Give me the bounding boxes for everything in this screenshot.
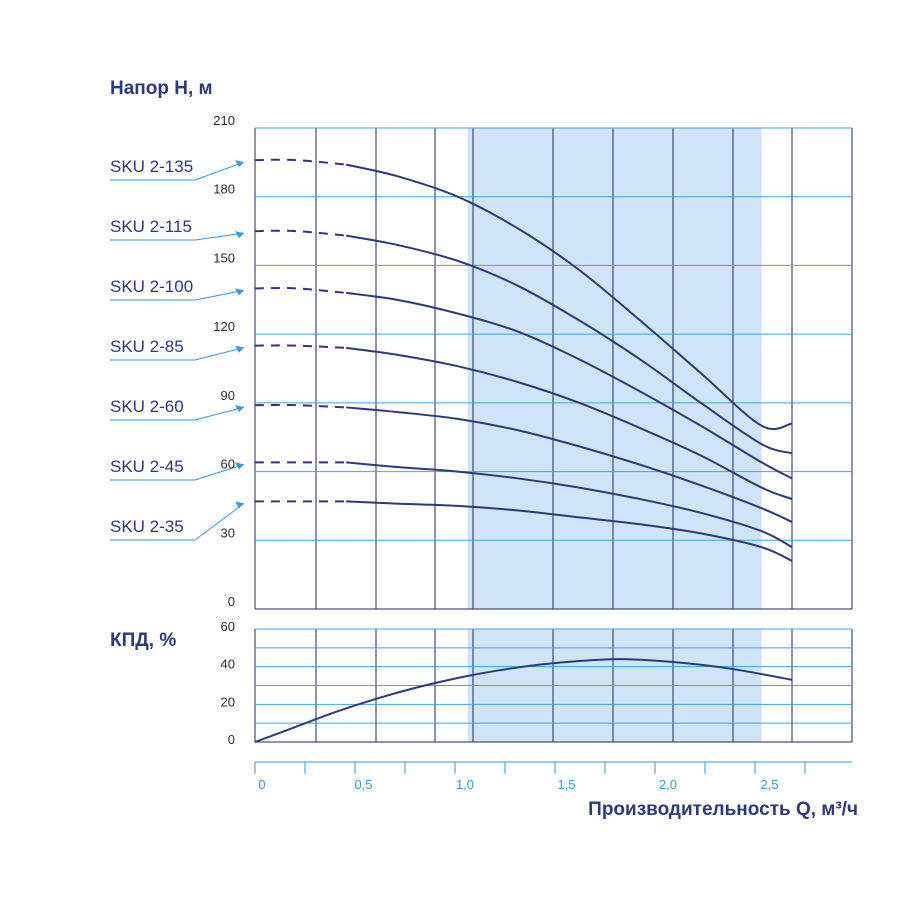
series-pointer-line bbox=[194, 161, 245, 181]
head-curve bbox=[346, 406, 793, 523]
x-tick-label: 0,5 bbox=[354, 777, 372, 792]
head-curve bbox=[346, 346, 793, 500]
head-curve-dashed bbox=[254, 229, 347, 237]
upper-y-tick-label: 120 bbox=[213, 319, 235, 334]
head-curve bbox=[346, 234, 793, 455]
arrow-head-icon bbox=[235, 462, 244, 470]
upper-y-tick-label: 210 bbox=[213, 113, 235, 128]
lower-y-tick-label: 20 bbox=[221, 694, 235, 709]
head-curve-dashed bbox=[254, 286, 347, 294]
arrow-head-icon bbox=[235, 501, 244, 509]
upper-y-tick-label: 90 bbox=[221, 388, 235, 403]
upper-y-tick-label: 180 bbox=[213, 182, 235, 197]
series-pointer-line bbox=[194, 463, 245, 481]
arrow-head-icon bbox=[235, 405, 244, 413]
series-pointer-line bbox=[194, 289, 245, 301]
arrow-head-icon bbox=[235, 345, 244, 353]
series-pointer-line bbox=[194, 502, 245, 541]
head-curve bbox=[346, 500, 793, 562]
series-pointer-line bbox=[194, 406, 245, 421]
series-label: SKU 2-100 bbox=[110, 277, 193, 296]
x-tick-label: 2,0 bbox=[659, 777, 677, 792]
efficiency-curve bbox=[254, 658, 793, 743]
x-tick-label: 1,5 bbox=[557, 777, 575, 792]
series-label: SKU 2-35 bbox=[110, 517, 184, 536]
series-pointer-line bbox=[194, 347, 245, 361]
upper-highlight-band bbox=[467, 128, 762, 609]
series-pointer-line bbox=[194, 232, 245, 241]
arrow-head-icon bbox=[235, 160, 244, 168]
x-tick-label: 2,5 bbox=[760, 777, 778, 792]
series-label: SKU 2-115 bbox=[110, 217, 192, 236]
head-curve bbox=[345, 163, 793, 430]
upper-y-tick-label: 0 bbox=[228, 594, 235, 609]
arrow-head-icon bbox=[235, 288, 244, 296]
series-label: SKU 2-135 bbox=[110, 157, 193, 176]
lower-y-tick-label: 0 bbox=[228, 732, 235, 747]
head-curve bbox=[346, 461, 793, 549]
lower-chart-title: КПД, % bbox=[110, 630, 176, 651]
x-axis-label: Производительность Q, м³/ч bbox=[588, 799, 858, 820]
upper-y-tick-label: 60 bbox=[221, 457, 235, 472]
series-label: SKU 2-45 bbox=[110, 457, 184, 476]
head-curve-dashed bbox=[254, 344, 347, 349]
head-curve bbox=[346, 291, 793, 480]
upper-chart-title: Напор H, м bbox=[110, 78, 213, 99]
series-label: SKU 2-60 bbox=[110, 397, 184, 416]
series-label: SKU 2-85 bbox=[110, 337, 184, 356]
arrow-head-icon bbox=[235, 231, 244, 239]
upper-y-tick-label: 150 bbox=[213, 250, 235, 265]
lower-y-tick-label: 40 bbox=[221, 657, 235, 672]
lower-y-tick-label: 60 bbox=[221, 619, 235, 634]
upper-y-tick-label: 30 bbox=[221, 525, 235, 540]
x-tick-label: 0 bbox=[258, 777, 265, 792]
head-curve-dashed bbox=[254, 403, 347, 409]
x-tick-label: 1,0 bbox=[456, 777, 474, 792]
head-curve-dashed bbox=[254, 158, 347, 166]
